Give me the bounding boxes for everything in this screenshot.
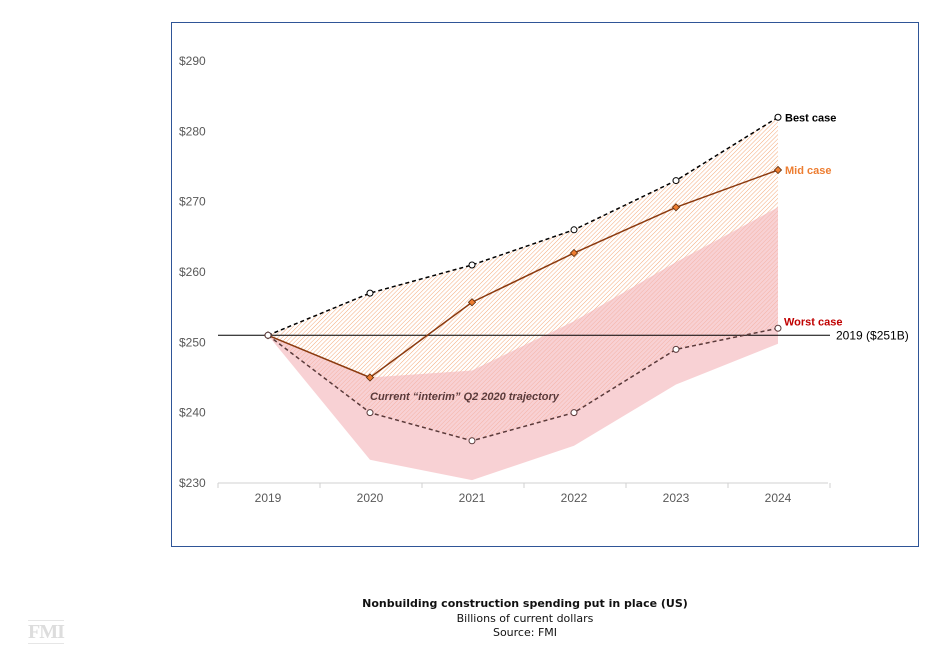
mid-case-point — [671, 203, 681, 212]
x-tick-label: 2020 — [357, 491, 384, 505]
worst-case-point — [774, 324, 782, 332]
interim-trajectory-band — [268, 207, 778, 481]
mid-case-point — [569, 248, 579, 258]
x-tick-label: 2022 — [561, 491, 588, 505]
mid-case-label: Mid case — [785, 165, 831, 177]
chart-frame — [171, 22, 919, 547]
best-case-line — [267, 116, 779, 336]
fmi-logo: FMI — [28, 620, 65, 644]
y-tick-label: $280 — [179, 124, 206, 138]
best-case-point — [366, 289, 374, 297]
interim-trajectory-label: Current “interim” Q2 2020 trajectory — [370, 391, 560, 403]
y-tick-label: $250 — [179, 335, 206, 349]
x-tick-label: 2024 — [765, 491, 792, 505]
best-case-point — [672, 177, 680, 185]
y-tick-label: $290 — [179, 54, 206, 68]
chart-subtitle: Billions of current dollars — [456, 612, 594, 625]
best-case-point — [570, 226, 578, 234]
mid-case-line — [267, 169, 779, 379]
reference-line-label: 2019 ($251B) — [836, 328, 909, 342]
best-case-point — [774, 113, 782, 121]
best-case-label: Best case — [785, 112, 836, 124]
y-tick-label: $270 — [179, 195, 206, 209]
x-tick-label: 2021 — [459, 491, 486, 505]
mid-case-point — [467, 298, 477, 307]
worst-case-label: Worst case — [784, 316, 843, 328]
worst-case-point — [366, 409, 374, 417]
y-tick-label: $230 — [179, 476, 206, 490]
mid-case-point — [365, 373, 375, 382]
x-tick-label: 2019 — [255, 491, 282, 505]
best-case-point — [468, 261, 476, 269]
mid-case-point — [773, 165, 783, 175]
worst-case-point — [468, 437, 476, 445]
chart-title: Nonbuilding construction spending put in… — [362, 597, 688, 610]
y-tick-label: $260 — [179, 265, 206, 279]
x-tick-label: 2023 — [663, 491, 690, 505]
worst-case-point — [570, 409, 578, 417]
worst-case-point — [264, 331, 272, 339]
worst-case-line — [267, 327, 779, 442]
y-tick-label: $240 — [179, 406, 206, 420]
worst-case-point — [672, 345, 680, 353]
chart-source: Source: FMI — [492, 626, 558, 639]
